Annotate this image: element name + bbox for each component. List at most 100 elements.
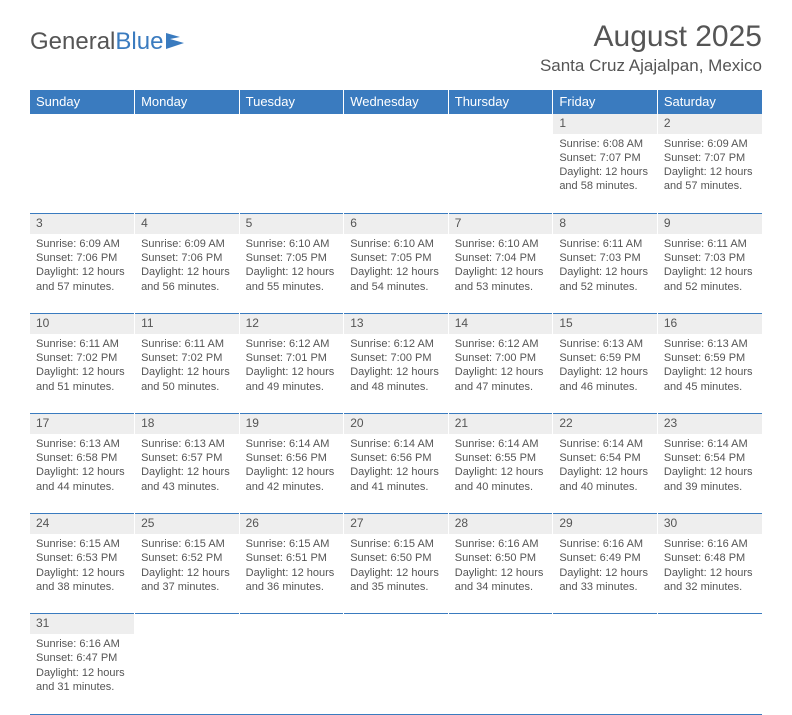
sunset-line: Sunset: 7:05 PM bbox=[246, 251, 338, 265]
weekday-header: Saturday bbox=[657, 90, 762, 114]
daylight-line: Daylight: 12 hours and 53 minutes. bbox=[455, 265, 547, 294]
day-number-cell: 20 bbox=[344, 414, 449, 434]
day-content-cell: Sunrise: 6:15 AMSunset: 6:53 PMDaylight:… bbox=[30, 534, 135, 614]
sunset-line: Sunset: 6:53 PM bbox=[36, 551, 128, 565]
day-number-cell bbox=[239, 614, 344, 634]
sunrise-line: Sunrise: 6:15 AM bbox=[36, 537, 128, 551]
day-number-cell: 19 bbox=[239, 414, 344, 434]
sunrise-line: Sunrise: 6:15 AM bbox=[141, 537, 233, 551]
daylight-line: Daylight: 12 hours and 49 minutes. bbox=[246, 365, 338, 394]
sunrise-line: Sunrise: 6:13 AM bbox=[664, 337, 756, 351]
sunset-line: Sunset: 7:05 PM bbox=[350, 251, 442, 265]
daylight-line: Daylight: 12 hours and 43 minutes. bbox=[141, 465, 233, 494]
day-content-cell bbox=[344, 634, 449, 714]
day-content-cell: Sunrise: 6:15 AMSunset: 6:50 PMDaylight:… bbox=[344, 534, 449, 614]
sunrise-line: Sunrise: 6:12 AM bbox=[350, 337, 442, 351]
day-number-cell: 7 bbox=[448, 214, 553, 234]
sunset-line: Sunset: 7:02 PM bbox=[141, 351, 233, 365]
header: GeneralBlue August 2025 Santa Cruz Ajaja… bbox=[0, 0, 792, 84]
daynum-row: 10111213141516 bbox=[30, 314, 762, 334]
sunset-line: Sunset: 6:54 PM bbox=[664, 451, 756, 465]
sunrise-line: Sunrise: 6:16 AM bbox=[559, 537, 651, 551]
day-number-cell: 13 bbox=[344, 314, 449, 334]
daynum-row: 3456789 bbox=[30, 214, 762, 234]
daylight-line: Daylight: 12 hours and 46 minutes. bbox=[559, 365, 651, 394]
sunset-line: Sunset: 7:03 PM bbox=[559, 251, 651, 265]
daylight-line: Daylight: 12 hours and 45 minutes. bbox=[664, 365, 756, 394]
daylight-line: Daylight: 12 hours and 57 minutes. bbox=[36, 265, 128, 294]
daylight-line: Daylight: 12 hours and 54 minutes. bbox=[350, 265, 442, 294]
title-block: August 2025 Santa Cruz Ajajalpan, Mexico bbox=[540, 20, 762, 76]
day-number-cell: 21 bbox=[448, 414, 553, 434]
daylight-line: Daylight: 12 hours and 37 minutes. bbox=[141, 566, 233, 595]
location: Santa Cruz Ajajalpan, Mexico bbox=[540, 56, 762, 76]
day-content-cell: Sunrise: 6:11 AMSunset: 7:03 PMDaylight:… bbox=[657, 234, 762, 314]
sunrise-line: Sunrise: 6:11 AM bbox=[36, 337, 128, 351]
sunrise-line: Sunrise: 6:09 AM bbox=[141, 237, 233, 251]
day-number-cell: 11 bbox=[135, 314, 240, 334]
day-number-cell: 5 bbox=[239, 214, 344, 234]
sunset-line: Sunset: 7:01 PM bbox=[246, 351, 338, 365]
day-content-cell: Sunrise: 6:15 AMSunset: 6:52 PMDaylight:… bbox=[135, 534, 240, 614]
day-content-cell bbox=[344, 134, 449, 214]
sunrise-line: Sunrise: 6:12 AM bbox=[455, 337, 547, 351]
day-content-cell: Sunrise: 6:16 AMSunset: 6:50 PMDaylight:… bbox=[448, 534, 553, 614]
day-number-cell: 9 bbox=[657, 214, 762, 234]
sunrise-line: Sunrise: 6:11 AM bbox=[141, 337, 233, 351]
day-number-cell: 3 bbox=[30, 214, 135, 234]
day-number-cell: 14 bbox=[448, 314, 553, 334]
day-content-cell: Sunrise: 6:14 AMSunset: 6:55 PMDaylight:… bbox=[448, 434, 553, 514]
day-number-cell: 27 bbox=[344, 514, 449, 534]
sunset-line: Sunset: 6:58 PM bbox=[36, 451, 128, 465]
day-content-cell: Sunrise: 6:08 AMSunset: 7:07 PMDaylight:… bbox=[553, 134, 658, 214]
day-number-cell: 16 bbox=[657, 314, 762, 334]
sunrise-line: Sunrise: 6:08 AM bbox=[559, 137, 651, 151]
weekday-header: Monday bbox=[135, 90, 240, 114]
sunset-line: Sunset: 7:06 PM bbox=[141, 251, 233, 265]
daylight-line: Daylight: 12 hours and 39 minutes. bbox=[664, 465, 756, 494]
day-number-cell: 31 bbox=[30, 614, 135, 634]
sunrise-line: Sunrise: 6:13 AM bbox=[559, 337, 651, 351]
weekday-header: Tuesday bbox=[239, 90, 344, 114]
day-content-cell: Sunrise: 6:12 AMSunset: 7:00 PMDaylight:… bbox=[448, 334, 553, 414]
day-content-cell bbox=[553, 634, 658, 714]
daylight-line: Daylight: 12 hours and 38 minutes. bbox=[36, 566, 128, 595]
day-number-cell: 25 bbox=[135, 514, 240, 534]
day-content-cell bbox=[239, 134, 344, 214]
daylight-line: Daylight: 12 hours and 40 minutes. bbox=[455, 465, 547, 494]
day-number-cell bbox=[657, 614, 762, 634]
day-number-cell: 22 bbox=[553, 414, 658, 434]
weekday-header-row: Sunday Monday Tuesday Wednesday Thursday… bbox=[30, 90, 762, 114]
day-number-cell bbox=[135, 114, 240, 134]
day-content-cell: Sunrise: 6:10 AMSunset: 7:05 PMDaylight:… bbox=[239, 234, 344, 314]
daylight-line: Daylight: 12 hours and 50 minutes. bbox=[141, 365, 233, 394]
weekday-header: Wednesday bbox=[344, 90, 449, 114]
daylight-line: Daylight: 12 hours and 58 minutes. bbox=[559, 165, 651, 194]
day-number-cell bbox=[30, 114, 135, 134]
day-number-cell bbox=[135, 614, 240, 634]
sunrise-line: Sunrise: 6:15 AM bbox=[246, 537, 338, 551]
daylight-line: Daylight: 12 hours and 41 minutes. bbox=[350, 465, 442, 494]
sunset-line: Sunset: 6:57 PM bbox=[141, 451, 233, 465]
weekday-header: Thursday bbox=[448, 90, 553, 114]
day-content-cell: Sunrise: 6:11 AMSunset: 7:02 PMDaylight:… bbox=[30, 334, 135, 414]
sunrise-line: Sunrise: 6:09 AM bbox=[36, 237, 128, 251]
day-content-cell: Sunrise: 6:10 AMSunset: 7:05 PMDaylight:… bbox=[344, 234, 449, 314]
day-content-cell: Sunrise: 6:09 AMSunset: 7:06 PMDaylight:… bbox=[30, 234, 135, 314]
day-content-cell: Sunrise: 6:12 AMSunset: 7:00 PMDaylight:… bbox=[344, 334, 449, 414]
day-number-cell: 2 bbox=[657, 114, 762, 134]
day-content-cell bbox=[448, 134, 553, 214]
day-content-cell: Sunrise: 6:15 AMSunset: 6:51 PMDaylight:… bbox=[239, 534, 344, 614]
sunrise-line: Sunrise: 6:16 AM bbox=[455, 537, 547, 551]
daylight-line: Daylight: 12 hours and 35 minutes. bbox=[350, 566, 442, 595]
day-content-cell: Sunrise: 6:16 AMSunset: 6:49 PMDaylight:… bbox=[553, 534, 658, 614]
sunrise-line: Sunrise: 6:14 AM bbox=[664, 437, 756, 451]
day-content-cell: Sunrise: 6:14 AMSunset: 6:54 PMDaylight:… bbox=[657, 434, 762, 514]
sunset-line: Sunset: 7:02 PM bbox=[36, 351, 128, 365]
sunrise-line: Sunrise: 6:10 AM bbox=[455, 237, 547, 251]
sunset-line: Sunset: 7:06 PM bbox=[36, 251, 128, 265]
content-row: Sunrise: 6:15 AMSunset: 6:53 PMDaylight:… bbox=[30, 534, 762, 614]
sunrise-line: Sunrise: 6:13 AM bbox=[36, 437, 128, 451]
day-content-cell: Sunrise: 6:13 AMSunset: 6:57 PMDaylight:… bbox=[135, 434, 240, 514]
flag-icon bbox=[166, 28, 188, 56]
